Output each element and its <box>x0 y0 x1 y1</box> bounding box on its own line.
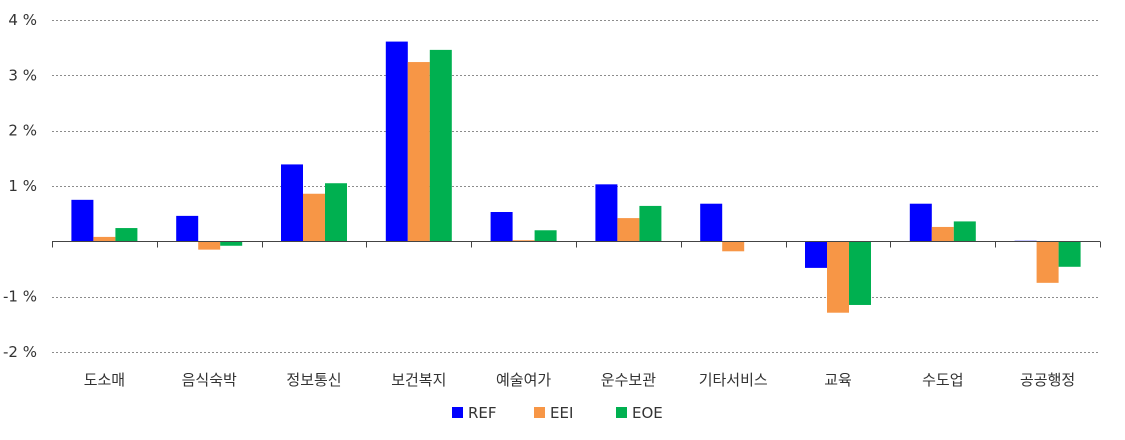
bar-ref-5 <box>490 212 513 242</box>
x-axis <box>52 241 1101 248</box>
y-tick-label: 4 % <box>8 11 37 29</box>
legend: REF EEI EOE <box>452 404 663 422</box>
bar-eoe-8 <box>849 241 871 305</box>
legend-label-eoe: EOE <box>632 404 663 422</box>
x-tick-label: 기타서비스 <box>699 371 768 389</box>
x-tick-label: 정보통신 <box>286 371 341 389</box>
x-axis-tick-labels: 도소매 음식숙박 정보통신 보건복지 예술여가 운수보관 기타서비스 교육 수도업 공공행정 <box>84 371 1076 389</box>
bar-eoe-1 <box>115 228 138 242</box>
bar-ref-7 <box>700 203 723 242</box>
y-tick-label: 2 % <box>8 122 37 140</box>
x-tick-label: 운수보관 <box>601 371 656 389</box>
bar-eei-6 <box>617 218 640 242</box>
bar-eei-3 <box>303 193 325 242</box>
bar-eoe-2 <box>220 241 243 246</box>
bar-eoe-9 <box>953 221 976 242</box>
bars <box>71 41 1081 313</box>
bar-ref-4 <box>385 41 408 242</box>
x-tick-label: 보건복지 <box>391 371 446 389</box>
bar-ref-2 <box>176 215 199 242</box>
bar-eei-2 <box>198 241 221 250</box>
bar-ref-1 <box>71 199 94 242</box>
y-tick-label: 1 % <box>8 177 37 195</box>
y-tick-label: 3 % <box>8 66 37 84</box>
bar-ref-3 <box>281 164 303 242</box>
x-tick-label: 예술여가 <box>496 371 551 389</box>
bar-ref-9 <box>909 203 932 242</box>
x-tick-label: 도소매 <box>84 371 125 389</box>
bar-eei-1 <box>93 236 116 242</box>
legend-swatch-ref <box>452 407 463 418</box>
y-tick-label: -1 % <box>3 288 37 306</box>
bar-eoe-6 <box>639 205 662 242</box>
bar-eoe-5 <box>534 230 557 242</box>
bar-eei-10 <box>1036 241 1059 283</box>
x-tick-label: 음식숙박 <box>182 371 237 389</box>
x-tick-label: 수도업 <box>922 371 963 389</box>
y-tick-label: -2 % <box>3 343 37 361</box>
bar-eoe-4 <box>429 49 452 242</box>
x-tick-label: 교육 <box>824 371 852 389</box>
bar-eei-8 <box>827 241 849 313</box>
bar-eei-5 <box>512 240 535 242</box>
y-axis-tick-labels: -2 % -1 % 1 % 2 % 3 % 4 % <box>3 11 37 361</box>
bar-eoe-3 <box>325 183 347 242</box>
x-tick-label: 공공행정 <box>1020 371 1075 389</box>
bar-eei-4 <box>407 62 430 242</box>
legend-swatch-eei <box>534 407 545 418</box>
legend-label-ref: REF <box>468 404 497 422</box>
bar-eei-9 <box>931 226 954 242</box>
legend-swatch-eoe <box>616 407 627 418</box>
bar-ref-6 <box>595 184 618 242</box>
bar-eoe-10 <box>1058 241 1081 267</box>
bar-eei-7 <box>722 241 745 252</box>
legend-label-eei: EEI <box>550 404 573 422</box>
bar-ref-8 <box>805 241 827 268</box>
grid-lines <box>52 20 1100 353</box>
